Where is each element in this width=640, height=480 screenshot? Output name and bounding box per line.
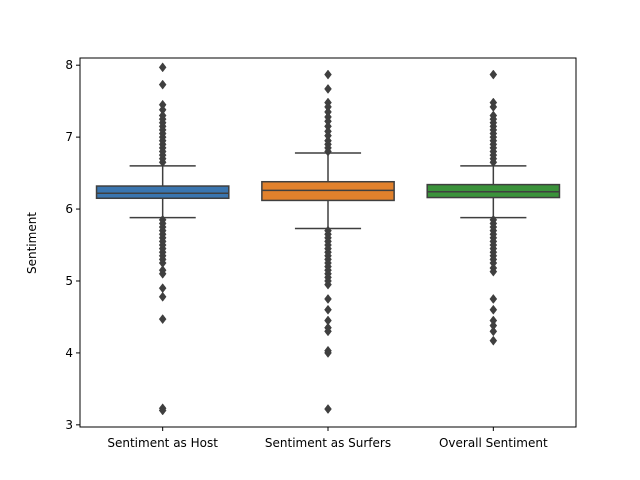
x-axis-ticks: Sentiment as Host Sentiment as Surfers Ove… [107,427,548,450]
outlier-point [324,304,332,315]
outlier-point [489,335,498,346]
outlier-point [324,404,332,414]
y-tick-label: 5 [65,274,73,288]
box-group [426,69,561,346]
x-tick-label: Sentiment as Host [107,436,218,450]
y-tick-label: 7 [65,130,73,144]
y-tick-label: 3 [65,418,73,432]
outlier-point [158,62,167,73]
outlier-point [489,266,498,277]
outlier-point [158,291,167,302]
outlier-point [324,294,332,304]
outlier-point [158,314,167,325]
outlier-point [324,326,332,337]
x-tick-label: Sentiment as Surfers [265,436,391,450]
outlier-point [324,146,332,157]
x-tick-label: Overall Sentiment [439,436,548,450]
box-group [261,69,395,414]
box-iqr [95,185,230,200]
outlier-point [158,157,167,168]
outlier-point [158,268,167,279]
outlier-point [158,79,167,90]
outlier-point [158,283,167,294]
y-axis-label: Sentiment [25,212,39,274]
y-tick-label: 8 [65,58,73,72]
outlier-point [489,326,498,337]
outlier-point [158,405,167,416]
boxes-layer [95,62,561,416]
outlier-point [489,304,498,315]
outlier-point [324,279,332,290]
y-tick-label: 6 [65,202,73,216]
outlier-point [324,347,332,358]
y-axis-ticks: 3 4 5 6 7 8 [65,58,80,432]
outlier-point [489,69,498,80]
outlier-point [489,294,498,304]
box-group [95,62,230,416]
outlier-point [324,69,332,80]
outlier-point [324,83,332,94]
outlier-point [489,157,498,168]
plot-frame [79,57,577,428]
y-tick-label: 4 [65,346,73,360]
